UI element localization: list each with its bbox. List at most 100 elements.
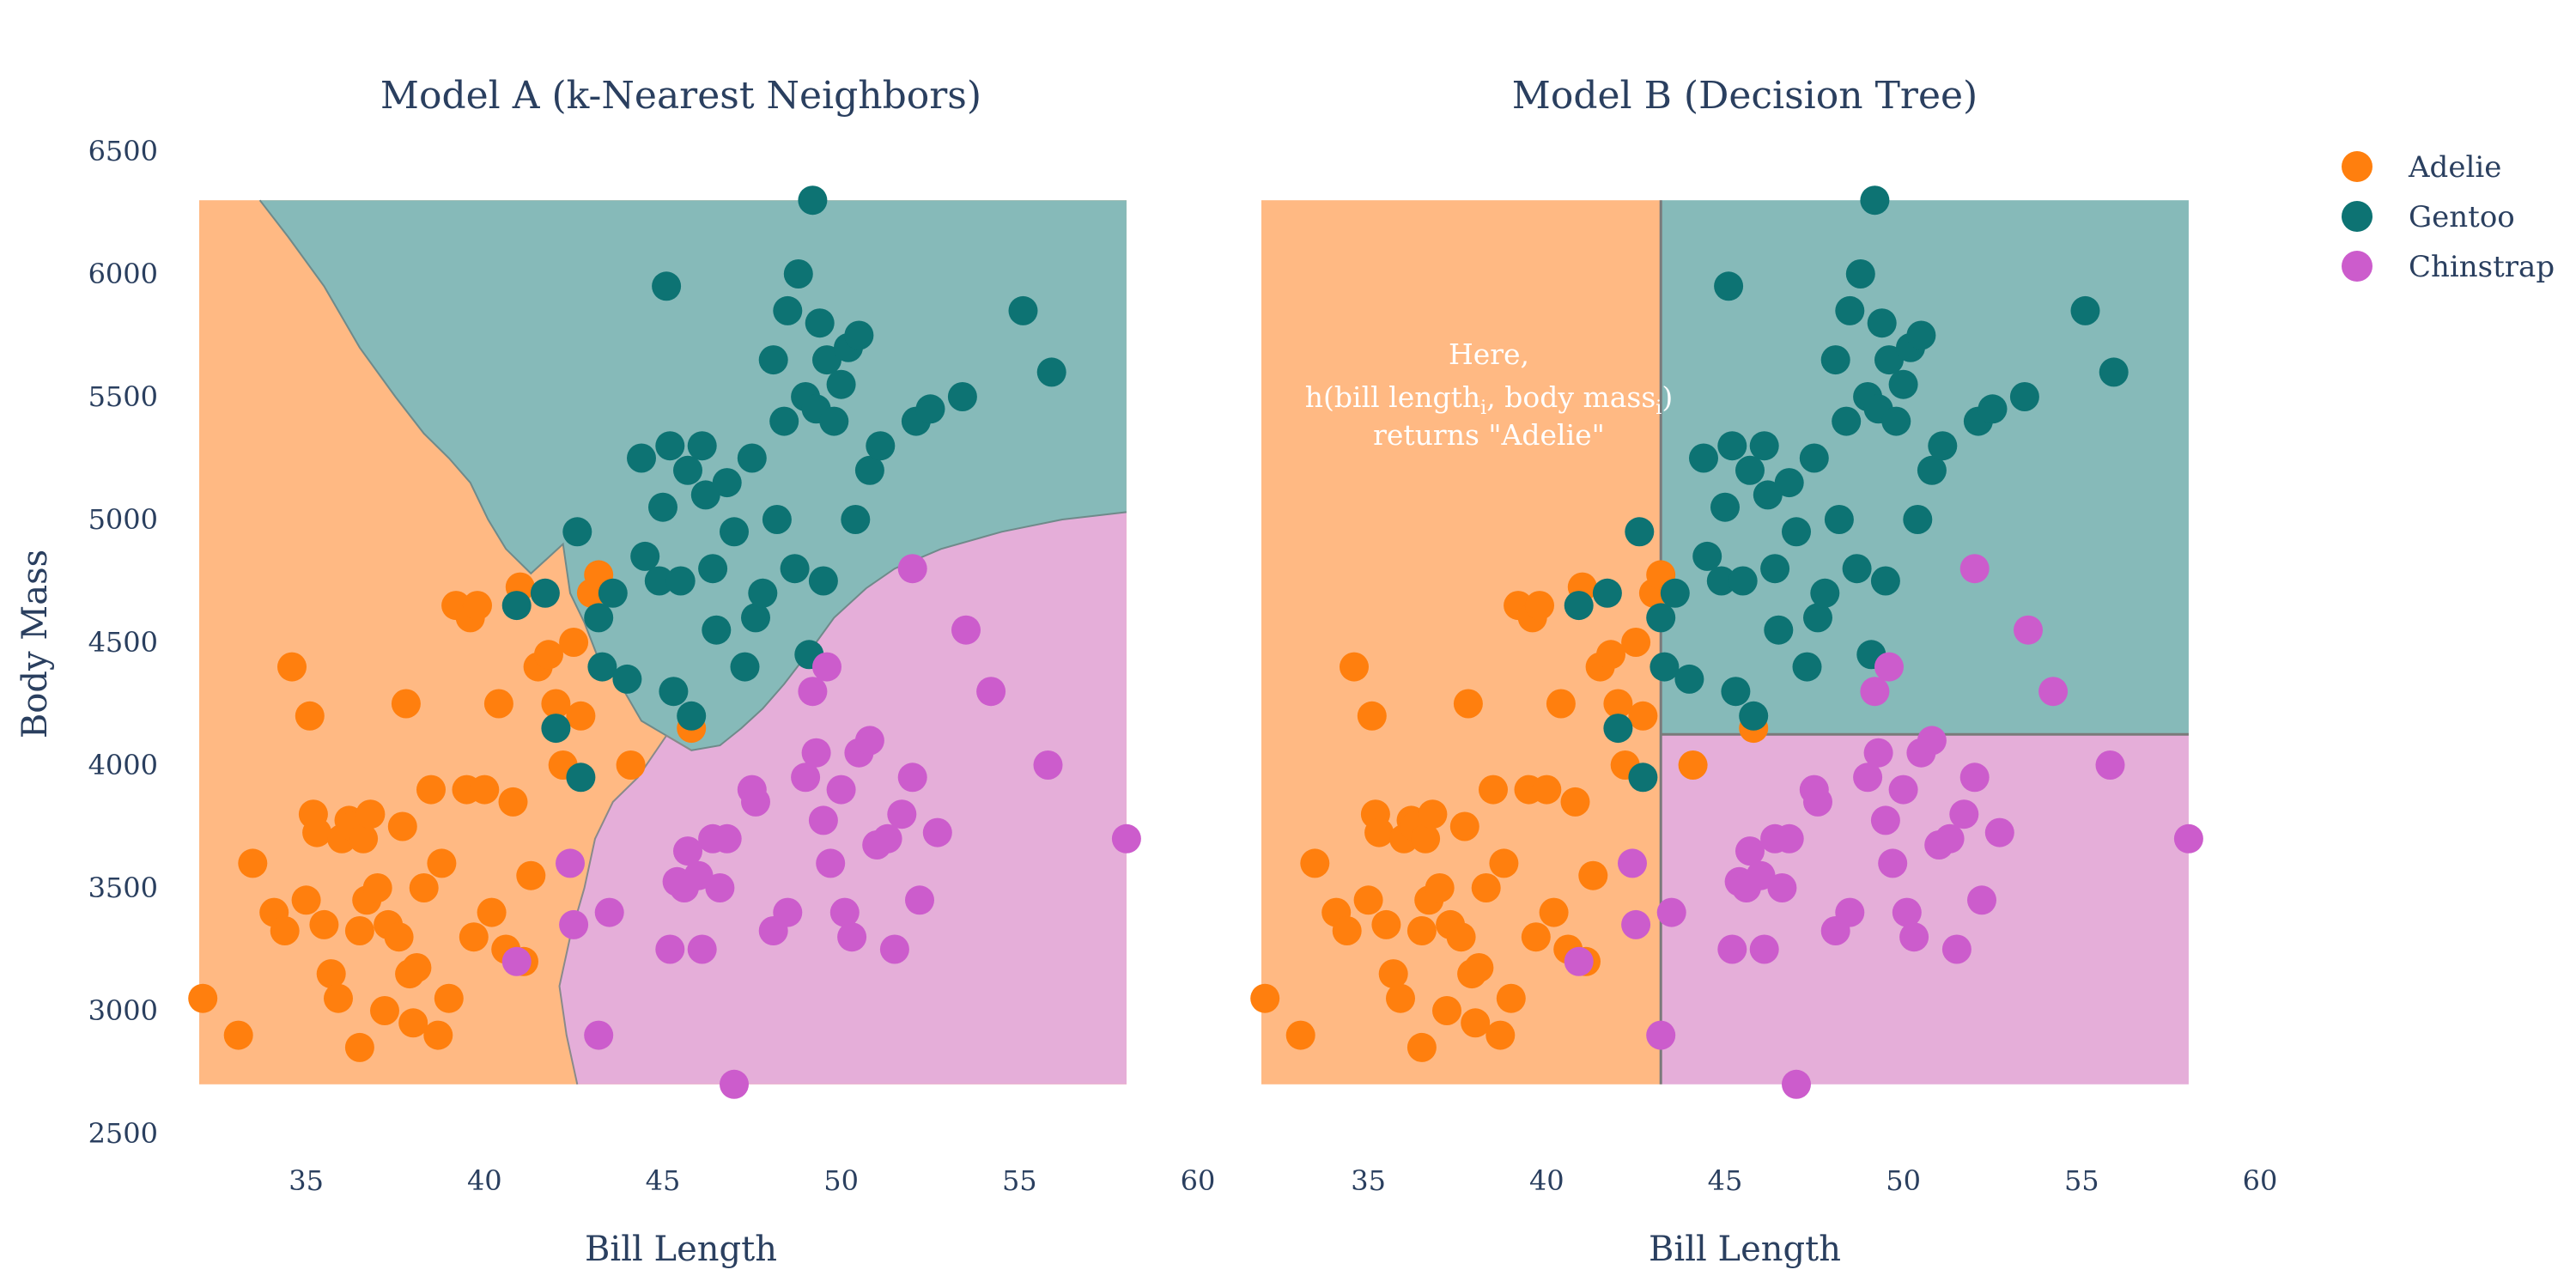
point-chinstrap [1967,885,1996,915]
point-gentoo [677,701,707,731]
point-chinstrap [1717,934,1747,964]
point-gentoo [1646,603,1676,633]
point-gentoo [673,455,702,485]
x-tick-label: 40 [467,1164,502,1197]
point-gentoo [501,591,532,621]
point-chinstrap [1749,934,1779,964]
x-tick-label: 40 [1529,1164,1564,1197]
point-adelie [1357,701,1387,731]
point-chinstrap [1746,860,1776,890]
point-adelie [1546,689,1576,719]
point-gentoo [627,443,656,473]
point-gentoo [947,382,977,411]
point-chinstrap [816,848,846,878]
point-chinstrap [1735,836,1765,866]
point-gentoo [1810,578,1840,608]
point-chinstrap [826,775,856,805]
point-adelie [470,775,500,805]
point-chinstrap [773,897,803,927]
point-gentoo [1820,345,1850,375]
point-gentoo [659,677,689,707]
point-gentoo [1835,295,1865,325]
point-adelie [1411,823,1441,854]
point-adelie [409,873,439,902]
point-chinstrap [829,897,860,927]
point-adelie [1621,628,1651,657]
point-adelie [1386,983,1415,1013]
point-chinstrap [594,897,624,927]
point-gentoo [530,578,560,608]
point-gentoo [644,566,674,596]
annotation-line-3: returns "Adelie" [1373,418,1605,452]
point-gentoo [1832,406,1862,436]
point-chinstrap [897,554,927,584]
point-chinstrap [1782,1069,1811,1099]
point-gentoo [1845,259,1875,289]
point-adelie [1496,983,1526,1013]
point-gentoo [1903,505,1933,534]
x-tick-label: 55 [1002,1164,1037,1197]
point-adelie [1353,885,1383,915]
annotation-line-2-a: h(bill length [1305,380,1480,414]
point-chinstrap [801,738,831,768]
point-gentoo [687,431,717,461]
annotation-line-2-b: , body mass [1486,380,1656,414]
legend-item-adelie[interactable]: Adelie [2342,150,2501,185]
point-adelie [1425,873,1455,902]
point-gentoo [769,406,799,436]
point-chinstrap [1618,848,1647,878]
point-gentoo [2070,295,2100,325]
model-a-panel [188,185,1141,1099]
point-adelie [1628,701,1658,731]
annotation-line-2-sub-2: i [1656,398,1662,419]
point-gentoo [854,455,884,485]
point-chinstrap [1959,762,1990,793]
y-tick-label: 5500 [88,380,158,413]
point-chinstrap [1860,677,1890,707]
point-gentoo [866,431,896,461]
model-b-points [1250,185,2203,1099]
point-chinstrap [837,922,867,952]
point-chinstrap [791,762,821,793]
point-adelie [1418,799,1448,829]
point-gentoo [1881,406,1911,436]
point-chinstrap [2095,750,2125,780]
legend-label-chinstrap: Chinstrap [2409,250,2555,284]
point-adelie [1596,640,1625,670]
x-tick-label: 50 [823,1164,859,1197]
point-gentoo [587,652,617,682]
point-gentoo [690,480,720,510]
point-adelie [459,922,489,952]
point-gentoo [773,295,803,325]
x-tick-label: 45 [646,1164,681,1197]
point-adelie [616,750,646,780]
point-adelie [270,916,300,945]
point-gentoo [1782,517,1811,547]
point-chinstrap [687,934,717,964]
point-adelie [434,983,464,1013]
point-gentoo [1753,480,1783,510]
point-gentoo [1735,455,1765,485]
point-chinstrap [798,677,828,707]
point-gentoo [1760,554,1790,584]
point-gentoo [598,578,628,608]
point-adelie [1378,959,1408,989]
point-adelie [291,885,321,915]
point-gentoo [1928,431,1958,461]
point-chinstrap [879,934,909,964]
legend-item-gentoo[interactable]: Gentoo [2342,200,2515,234]
point-adelie [391,689,421,719]
point-adelie [559,628,589,657]
point-chinstrap [1874,652,1904,682]
point-gentoo [737,443,767,473]
point-adelie [477,897,507,927]
point-gentoo [841,505,871,534]
point-adelie [316,959,346,989]
legend-item-chinstrap[interactable]: Chinstrap [2342,250,2555,284]
point-adelie [1371,909,1401,939]
y-tick-label: 5000 [88,503,158,536]
point-adelie [1521,922,1551,952]
point-adelie [302,817,332,848]
point-chinstrap [1959,554,1990,584]
